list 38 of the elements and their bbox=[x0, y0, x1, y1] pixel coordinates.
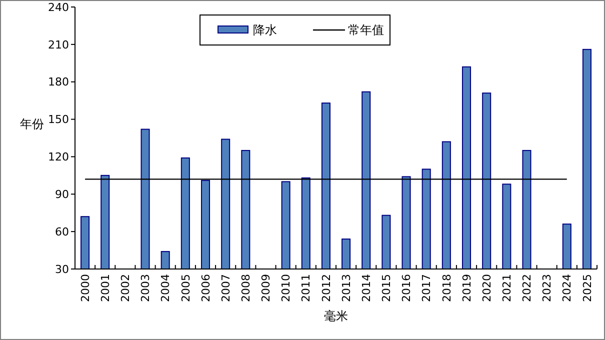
x-axis-title: 毫米 bbox=[324, 309, 348, 323]
x-tick-label: 2024 bbox=[560, 274, 574, 302]
x-tick-label: 2001 bbox=[98, 274, 112, 302]
x-tick-label: 2008 bbox=[240, 274, 253, 302]
y-tick-label: 90 bbox=[55, 188, 69, 201]
y-tick-label: 180 bbox=[48, 76, 69, 89]
x-tick-label: 2015 bbox=[380, 274, 394, 302]
y-tick-label: 30 bbox=[55, 262, 69, 276]
y-tick-label: 120 bbox=[48, 150, 69, 164]
x-tick-label: 2025 bbox=[580, 274, 594, 302]
x-tick-label: 2012 bbox=[320, 274, 333, 302]
x-tick-label: 2013 bbox=[340, 274, 353, 302]
x-tick-label: 2009 bbox=[260, 274, 273, 302]
x-tick-label: 2022 bbox=[520, 274, 534, 302]
legend-label: 常年值 bbox=[348, 23, 384, 38]
x-tick-label: 2006 bbox=[199, 274, 212, 302]
y-tick-label: 150 bbox=[48, 113, 69, 126]
x-tick-label: 2014 bbox=[360, 274, 373, 302]
x-tick-label: 2017 bbox=[420, 274, 434, 302]
x-tick-label: 2011 bbox=[300, 274, 313, 302]
x-tick-label: 2005 bbox=[179, 274, 192, 302]
x-tick-label: 2016 bbox=[400, 274, 414, 302]
x-tick-label: 2021 bbox=[500, 274, 514, 302]
y-tick-label: 210 bbox=[48, 38, 69, 52]
x-tick-label: 2007 bbox=[219, 274, 232, 302]
legend-label: 降水 bbox=[253, 23, 277, 38]
x-tick-label: 2002 bbox=[119, 274, 132, 302]
x-tick-label: 2020 bbox=[480, 274, 494, 302]
y-tick-label: 60 bbox=[55, 225, 69, 238]
x-tick-label: 2004 bbox=[159, 274, 172, 302]
x-tick-label: 2023 bbox=[540, 274, 554, 302]
y-axis-title: 年份 bbox=[20, 117, 44, 131]
x-tick-label: 2018 bbox=[440, 274, 454, 302]
x-tick-label: 2000 bbox=[78, 274, 92, 302]
x-tick-label: 2010 bbox=[280, 274, 293, 302]
y-tick-label: 240 bbox=[48, 0, 69, 14]
x-tick-label: 2003 bbox=[139, 274, 152, 302]
x-tick-label: 2019 bbox=[460, 274, 474, 302]
